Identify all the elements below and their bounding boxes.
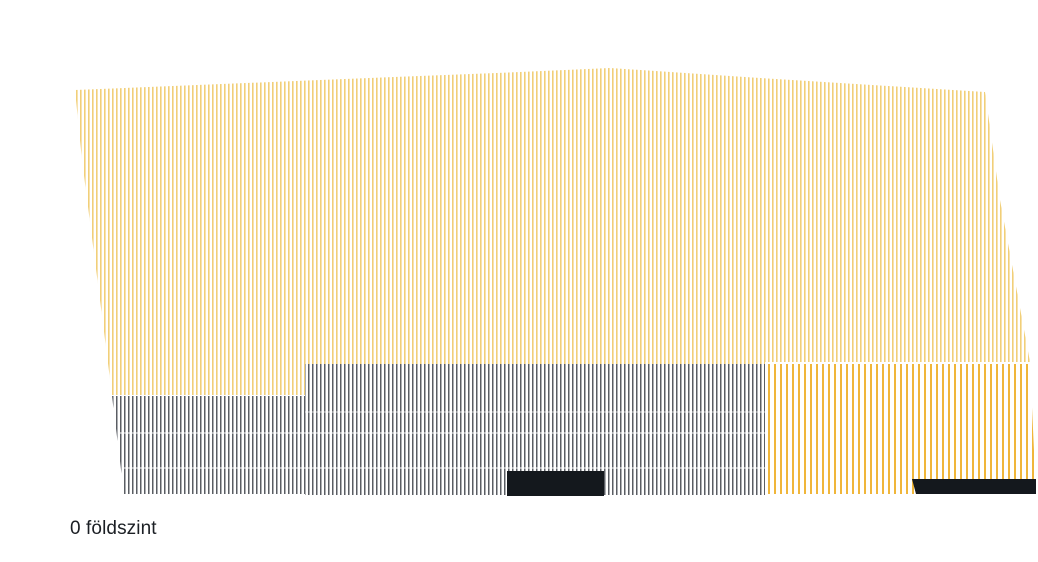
floor-level-label: 0 földszint: [70, 518, 157, 539]
left-lower-zone-hatch: [112, 396, 310, 494]
right-lower-zone-hatch: [765, 364, 1036, 494]
solid-block-center: [507, 471, 604, 496]
upper-zone-hatch: [75, 68, 1030, 395]
building-section-drawing: [75, 68, 1036, 496]
solid-block-right: [912, 479, 1036, 494]
